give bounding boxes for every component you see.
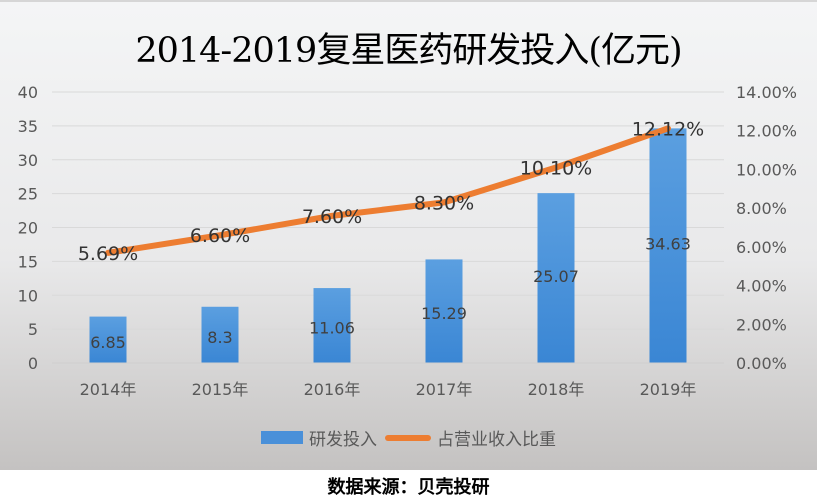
line-swatch-icon [385,434,431,441]
right-tick-label: 2.00% [736,315,787,334]
bar-swatch-icon [261,431,303,444]
x-tick-label: 2018年 [528,380,585,399]
legend-label-line: 占营业收入比重 [437,430,556,450]
chart-frame: 2014-2019复星医药研发投入(亿元) 0 5 10 15 20 25 30 35 40 0… [0,0,817,470]
right-tick-label: 12.00% [736,122,797,141]
right-axis: 0.00% 2.00% 4.00% 6.00% 8.00% 10.00% 12.00% 14.… [736,83,797,373]
bar-value-label: 25.07 [533,267,579,286]
x-tick-label: 2015年 [192,380,249,399]
line-value-label: 8.30% [414,192,474,214]
right-tick-label: 0.00% [736,354,787,373]
x-axis: 2014年 2015年 2016年 2017年 2018年 2019年 [52,362,724,399]
right-tick-label: 6.00% [736,238,787,257]
right-tick-label: 4.00% [736,277,787,296]
legend: 研发投入 占营业收入比重 [0,425,817,450]
left-tick-label: 25 [18,185,38,204]
line-value-label: 5.69% [78,243,138,265]
line-value-label: 12.12% [632,118,704,140]
left-tick-label: 5 [28,320,38,339]
bar[interactable] [89,316,127,363]
bar-value-label: 34.63 [645,235,691,254]
right-tick-label: 8.00% [736,199,787,218]
bar[interactable] [649,128,687,363]
bar-value-label: 11.06 [309,319,355,338]
gridlines [52,91,724,364]
x-tick-label: 2014年 [80,380,137,399]
right-tick-label: 14.00% [736,83,797,102]
left-tick-label: 20 [18,219,38,238]
line-series: 5.69% 6.60% 7.60% 8.30% 10.10% 12.12% [78,118,704,264]
x-tick-label: 2019年 [640,380,697,399]
bar[interactable] [537,193,575,363]
legend-label-bar: 研发投入 [309,430,377,450]
left-axis: 0 5 10 15 20 25 30 35 40 [18,83,38,373]
line-value-label: 6.60% [190,225,250,247]
left-tick-label: 10 [18,286,38,305]
ratio-line[interactable] [105,125,671,256]
bar-value-label: 15.29 [421,304,467,323]
right-tick-label: 10.00% [736,160,797,179]
left-tick-label: 15 [18,252,38,271]
left-tick-label: 40 [18,83,38,102]
plot-area: 0 5 10 15 20 25 30 35 40 0.00% 2.00% 4.00% 6.00% 8.0… [18,83,797,399]
x-tick-label: 2017年 [416,380,473,399]
bar-series: 6.85 8.3 11.06 15.29 25.07 34.63 [89,128,691,363]
bar-value-label: 8.3 [207,328,232,347]
source-caption: 数据来源：贝壳投研 [327,477,490,498]
chart-title: 2014-2019复星医药研发投入(亿元) [135,31,682,71]
legend-item-bar[interactable]: 研发投入 [261,425,377,450]
bar[interactable] [425,259,463,363]
line-value-label: 7.60% [302,206,362,228]
x-tick-label: 2016年 [304,380,361,399]
left-tick-label: 30 [18,151,38,170]
line-value-label: 10.10% [520,157,592,179]
bar[interactable] [201,306,239,363]
left-tick-label: 0 [28,354,38,373]
legend-item-line[interactable]: 占营业收入比重 [385,425,556,450]
bar-value-label: 6.85 [90,333,126,352]
bar[interactable] [313,288,351,363]
left-tick-label: 35 [18,117,38,136]
